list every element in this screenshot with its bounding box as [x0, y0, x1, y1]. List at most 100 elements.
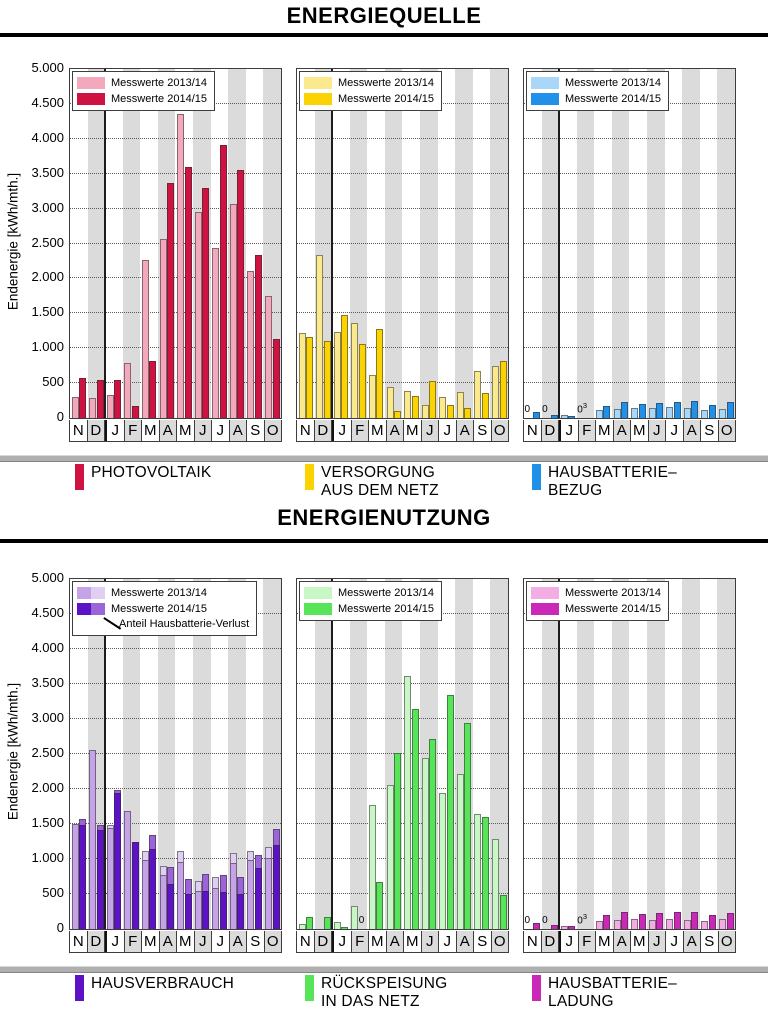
bar-messwerte-2014-15: [323, 917, 331, 929]
bar-hausbatterie-verlust-cap: [106, 825, 114, 829]
legend-entry-label: Messwerte 2014/15: [565, 603, 661, 615]
y-tick-label: 1.500: [31, 815, 64, 830]
bar-messwerte-2013-14: [421, 404, 429, 418]
year-separator-line: [331, 579, 334, 929]
legend-entry: Messwerte 2014/15: [304, 91, 434, 107]
month-label: M: [631, 931, 649, 952]
bar-messwerte-2013-14: [456, 773, 464, 929]
legend-swatch: [304, 587, 332, 599]
bar-messwerte-2014-15: [149, 360, 157, 418]
bar-messwerte-2014-15: [411, 395, 419, 418]
bar-messwerte-2014-15: [708, 404, 716, 418]
bar-messwerte-2013-14: [439, 397, 447, 418]
bar-messwerte-2014-15: [131, 406, 139, 418]
bar-messwerte-2013-14: [141, 260, 149, 418]
bar-messwerte-2013-14: [212, 247, 220, 418]
month-label: J: [421, 420, 439, 441]
month-label: M: [369, 420, 387, 441]
bar-messwerte-2014-15: [656, 912, 664, 929]
legend-swatch: [77, 587, 105, 599]
column-stripe: [717, 579, 735, 929]
bar-messwerte-2014-15: [114, 792, 122, 929]
chart-legend: Messwerte 2013/14 Messwerte 2014/15: [299, 71, 442, 111]
bar-hausbatterie-verlust-cap: [177, 851, 185, 862]
bar-messwerte-2014-15: [167, 883, 175, 929]
month-label: M: [142, 420, 160, 441]
legend-entry-label: Messwerte 2014/15: [338, 603, 434, 615]
bar-messwerte-2013-14: [141, 859, 149, 929]
month-label: O: [491, 420, 508, 441]
column-stripe: [682, 579, 700, 929]
gridline: [524, 347, 735, 349]
bar-messwerte-2014-15: [219, 892, 227, 929]
gridline: [524, 893, 735, 894]
gridline: [297, 312, 508, 314]
bar-messwerte-2013-14: [421, 757, 429, 929]
gridline: [297, 172, 508, 174]
gridline: [297, 823, 508, 824]
month-label: S: [247, 931, 265, 952]
month-label: S: [474, 931, 492, 952]
category-legend-label: HAUSBATTERIE– BEZUG: [548, 464, 677, 499]
month-label: O: [264, 931, 281, 952]
bar-messwerte-2013-14: [386, 386, 394, 418]
year-separator-line: [558, 69, 561, 418]
column-stripe: [349, 579, 368, 929]
bar-messwerte-2013-14: [719, 408, 727, 418]
category-legend-item: VERSORGUNG AUS DEM NETZ: [305, 464, 439, 499]
bar-hausbatterie-verlust-cap: [114, 789, 122, 793]
gridline: [524, 683, 735, 684]
bar-messwerte-2014-15: [306, 337, 314, 418]
month-label: N: [524, 931, 542, 952]
bar-messwerte-2013-14: [194, 890, 202, 929]
month-label: A: [456, 420, 474, 441]
bar-messwerte-2014-15: [673, 401, 681, 418]
gridline: [70, 207, 281, 209]
bar-messwerte-2013-14: [177, 861, 185, 929]
legend-entry: Messwerte 2014/15: [304, 601, 434, 617]
bar-messwerte-2014-15: [96, 380, 104, 418]
month-label: A: [456, 931, 474, 952]
month-label: J: [194, 420, 212, 441]
month-label: D: [87, 931, 105, 952]
month-label: J: [559, 931, 579, 952]
bar-messwerte-2013-14: [212, 887, 220, 929]
month-label: F: [351, 420, 369, 441]
bar-messwerte-2013-14: [492, 838, 500, 929]
category-legend-swatch: [305, 464, 314, 490]
bar-messwerte-2014-15: [533, 922, 541, 929]
category-legend-item: PHOTOVOLTAIK: [75, 464, 211, 490]
gridline: [297, 347, 508, 349]
bar-messwerte-2014-15: [341, 314, 349, 418]
month-label: S: [474, 420, 492, 441]
gridline: [297, 858, 508, 859]
column-stripe: [541, 69, 560, 418]
gridline: [70, 753, 281, 754]
category-legend-swatch: [305, 975, 314, 1001]
y-tick-label: 0: [56, 920, 64, 935]
month-label: A: [159, 931, 177, 952]
bar-messwerte-2014-15: [446, 695, 454, 929]
gridline: [297, 718, 508, 719]
bar-messwerte-2014-15: [394, 411, 402, 418]
column-stripe: [455, 69, 473, 418]
chart-photovoltaik: Messwerte 2013/14 Messwerte 2014/15: [69, 68, 282, 419]
month-label: A: [386, 420, 404, 441]
category-legend-label: VERSORGUNG AUS DEM NETZ: [321, 464, 439, 499]
gridline: [524, 648, 735, 649]
gridline: [524, 382, 735, 384]
bar-messwerte-2014-15: [131, 842, 139, 929]
bar-messwerte-2014-15: [149, 848, 157, 929]
legend-entry: Messwerte 2014/15: [531, 601, 661, 617]
bar-messwerte-2013-14: [719, 918, 727, 929]
column-stripe: [420, 69, 438, 418]
title-rule: [0, 33, 768, 37]
bar-messwerte-2014-15: [621, 401, 629, 418]
y-tick-label: 4.500: [31, 94, 64, 110]
month-label: N: [524, 420, 542, 441]
legend-swatch: [531, 77, 559, 89]
gridline: [297, 137, 508, 139]
bar-messwerte-2013-14: [595, 920, 603, 929]
